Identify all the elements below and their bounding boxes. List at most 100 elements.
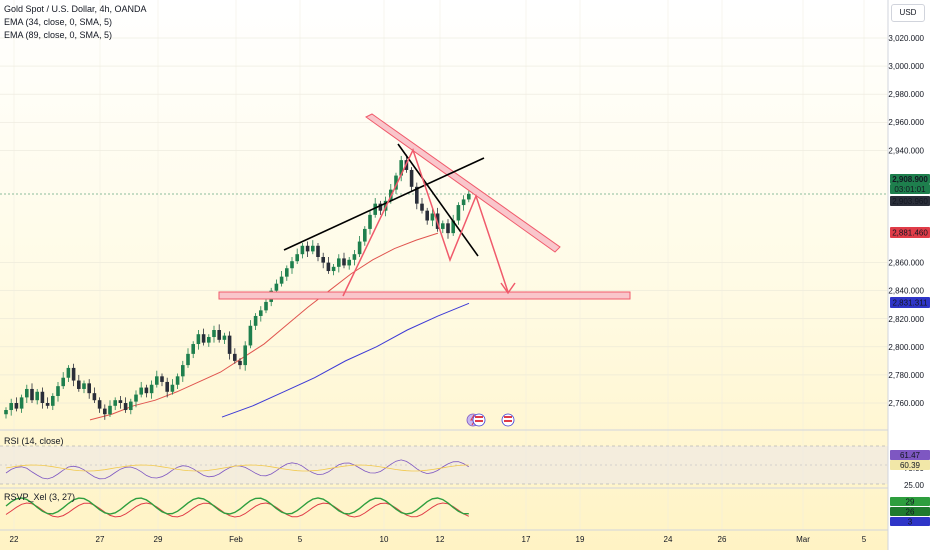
candle[interactable] (248, 325, 253, 346)
candle[interactable] (77, 380, 81, 389)
support-zone-rectangle[interactable] (218, 291, 631, 300)
candle[interactable] (139, 387, 143, 395)
rsi-pane[interactable] (0, 429, 888, 485)
candle[interactable] (66, 367, 71, 378)
candle[interactable] (300, 245, 305, 255)
candle[interactable] (97, 400, 102, 409)
candle[interactable] (357, 241, 362, 255)
candle[interactable] (71, 367, 76, 381)
candle[interactable] (311, 245, 315, 252)
candle[interactable] (155, 376, 159, 385)
candle[interactable] (61, 377, 65, 387)
oscillator-pane[interactable] (0, 487, 888, 531)
candle[interactable] (35, 391, 39, 401)
candle[interactable] (409, 169, 414, 187)
candle[interactable] (425, 210, 429, 221)
candle[interactable] (45, 403, 50, 406)
candle[interactable] (347, 259, 351, 266)
candle[interactable] (368, 214, 372, 229)
candle[interactable] (456, 205, 461, 221)
candle[interactable] (352, 254, 357, 260)
candle[interactable] (420, 203, 424, 211)
candle[interactable] (233, 353, 237, 361)
candle[interactable] (446, 223, 450, 234)
candle[interactable] (415, 186, 419, 204)
candle[interactable] (191, 344, 195, 354)
candle[interactable] (264, 301, 268, 311)
candle[interactable] (113, 400, 117, 406)
candle[interactable] (285, 268, 289, 277)
candle[interactable] (321, 257, 325, 263)
candle[interactable] (196, 334, 201, 345)
drawing-tools[interactable] (218, 113, 631, 300)
rsi-legend[interactable]: RSI (14, close) (4, 436, 64, 446)
time-axis[interactable]: 22 27 29 Feb 5 10 12 17 19 24 26 Mar 5 (10, 535, 867, 544)
candle[interactable] (170, 384, 175, 392)
candle[interactable] (227, 335, 232, 354)
candle[interactable] (238, 360, 242, 366)
candle[interactable] (160, 376, 164, 382)
candle[interactable] (181, 365, 185, 377)
ema-fast-legend[interactable]: EMA (34, close, 0, SMA, 5) (4, 17, 113, 27)
candle[interactable] (279, 276, 284, 284)
candle[interactable] (175, 376, 180, 385)
candle[interactable] (212, 330, 216, 338)
candle[interactable] (222, 335, 227, 340)
projection-path[interactable] (342, 148, 509, 297)
oscillator-legend[interactable]: RSVP_Xel (3, 27) (4, 492, 76, 502)
candle[interactable] (295, 254, 299, 262)
candle[interactable] (207, 337, 211, 343)
candle[interactable] (14, 403, 19, 409)
candle[interactable] (461, 199, 466, 206)
candle[interactable] (103, 408, 107, 415)
candle[interactable] (129, 401, 133, 411)
candle[interactable] (451, 220, 455, 234)
candle[interactable] (342, 258, 346, 266)
candle[interactable] (290, 261, 294, 269)
candle[interactable] (30, 388, 34, 401)
candle[interactable] (331, 266, 336, 272)
candle[interactable] (87, 383, 91, 394)
candle[interactable] (337, 258, 341, 267)
candle[interactable] (9, 403, 13, 411)
candle[interactable] (19, 397, 24, 409)
candle[interactable] (25, 388, 29, 398)
candle[interactable] (326, 262, 331, 272)
falling-trendline[interactable] (397, 143, 479, 257)
candle[interactable] (51, 395, 55, 406)
candle[interactable] (441, 223, 445, 229)
candle[interactable] (394, 175, 398, 190)
candle[interactable] (123, 403, 128, 411)
candle[interactable] (316, 245, 320, 257)
candle[interactable] (363, 228, 367, 242)
ema-slow-legend[interactable]: EMA (89, close, 0, SMA, 5) (4, 30, 113, 40)
candle[interactable] (134, 394, 138, 402)
candle[interactable] (40, 391, 45, 403)
candle[interactable] (4, 410, 8, 415)
candle[interactable] (118, 400, 123, 403)
candle[interactable] (186, 353, 190, 366)
candle[interactable] (373, 203, 377, 215)
candle[interactable] (144, 387, 149, 394)
candle[interactable] (467, 193, 471, 200)
candle[interactable] (92, 393, 97, 401)
candle[interactable] (108, 405, 112, 415)
candle[interactable] (243, 345, 247, 366)
currency-button[interactable]: USD (891, 4, 925, 22)
descending-trendline-band[interactable] (365, 113, 561, 253)
candle[interactable] (56, 386, 60, 396)
candle[interactable] (305, 245, 310, 252)
candle[interactable] (399, 160, 403, 176)
candle[interactable] (165, 381, 169, 392)
chart-title[interactable]: Gold Spot / U.S. Dollar, 4h, OANDA (4, 4, 147, 14)
candle[interactable] (430, 213, 435, 221)
candle[interactable] (259, 310, 263, 316)
candle[interactable] (82, 383, 86, 389)
candle[interactable] (149, 384, 154, 394)
rising-trendline[interactable] (283, 157, 485, 251)
candle[interactable] (217, 330, 221, 340)
candle[interactable] (378, 203, 383, 211)
candle[interactable] (253, 315, 258, 326)
candle[interactable] (274, 283, 279, 291)
